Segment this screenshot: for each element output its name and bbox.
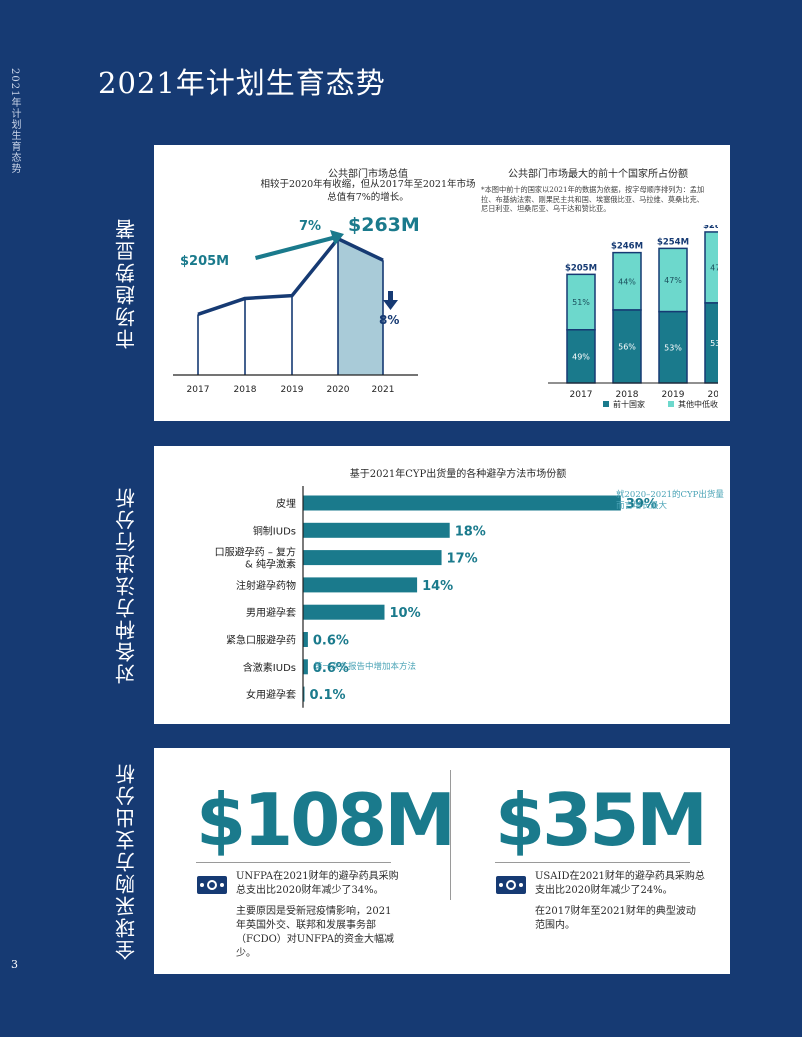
market-trends-panel: 市场趋势显著 公共部门市场总值 相较于2020年有收缩，但从2017年至2021… — [98, 145, 730, 421]
method-label: 紧急口服避孕药 — [226, 634, 296, 647]
x-tick-label: 2017 — [570, 390, 593, 400]
left-chart-title: 公共部门市场总值 — [328, 169, 408, 180]
method-value-label: 0.6% — [313, 661, 349, 676]
x-tick-label: 2017 — [187, 385, 210, 395]
method-bar — [303, 577, 418, 593]
method-label: 皮埋 — [276, 497, 296, 510]
money-bill-icon — [496, 876, 526, 894]
method-value-label: 14% — [422, 579, 453, 594]
divider-line — [196, 862, 391, 863]
usaid-text-2: 在2017财年至2021财年的典型波动范围内。 — [535, 906, 696, 931]
legend-label: 前十国家 — [613, 399, 645, 409]
x-tick-label: 2020 — [327, 385, 350, 395]
x-tick-label: 2019 — [281, 385, 304, 395]
growth-label: 7% — [299, 219, 321, 234]
method-value-label: 0.6% — [313, 634, 349, 649]
x-tick-label: 2018 — [616, 390, 639, 400]
panel-side-band: 对各种方法进行分析 — [98, 446, 154, 724]
method-label: 口服避孕药 – 复方 — [215, 546, 296, 559]
method-analysis-panel: 对各种方法进行分析 基于2021年CYP出货量的各种避孕方法市场份额 39% 皮埋… — [98, 446, 730, 724]
divider-line — [495, 862, 690, 863]
method-value-label: 0.1% — [310, 688, 346, 703]
highlight-area — [338, 238, 383, 375]
method-label: 注射避孕药物 — [236, 579, 296, 592]
panel-side-band: 市场趋势显著 — [98, 145, 154, 421]
segment-label: 53% — [664, 343, 682, 352]
panel-band-label: 全球采购方支出分析 — [114, 762, 139, 960]
method-bar — [303, 686, 305, 702]
implant-annotation: 就2020–2021的CYP出货量而言增长最大 — [616, 490, 724, 511]
method-bar — [303, 522, 450, 538]
method-label: 铜制IUDs — [253, 524, 296, 537]
segment-label: 56% — [618, 342, 636, 351]
side-running-title: 2021年计划生育态势 — [9, 68, 20, 175]
method-bar — [303, 604, 385, 620]
total-label: $246M — [611, 242, 643, 252]
top10-share-chart: 51% 49% $205M 2017 44% 56% $246M 2018 47% 53% $254… — [548, 225, 718, 409]
method-label: & 纯孕激素 — [245, 558, 296, 571]
method-bar — [303, 659, 308, 675]
unfpa-text-1: UNFPA在2021财年的避孕药具采购总支出比2020财年减少了34%。 — [236, 871, 399, 896]
hormonal-iud-annotation: 第一次在报告中增加本方法 — [314, 662, 417, 672]
unfpa-amount: $108M — [196, 778, 456, 862]
legend-label: 其他中低收入国家 — [678, 399, 718, 409]
procurement-panel: 全球采购方支出分析 $108M UNFPA在2021财年的避孕药具采购总支出比2… — [98, 748, 730, 974]
method-bar — [303, 495, 621, 511]
segment-label: 47% — [664, 276, 682, 285]
method-value-label: 10% — [390, 606, 421, 621]
method-value-label: 39% — [626, 497, 657, 512]
page-number: 3 — [11, 958, 18, 971]
x-tick-label: 2020 — [708, 390, 718, 400]
segment-label: 49% — [572, 352, 590, 361]
method-share-chart: 39% 皮埋 18% 铜制IUDs 17% 口服避孕药 – 复方& 纯孕激素 14% 注射避孕… — [215, 486, 657, 708]
usaid-text-1: USAID在2021财年的避孕药具采购总支出比2020财年减少了24%。 — [535, 871, 705, 896]
bar-other-2017 — [566, 273, 596, 331]
method-bar — [303, 632, 308, 647]
x-tick-label: 2021 — [372, 385, 395, 395]
x-tick-label: 2018 — [234, 385, 257, 395]
panel-side-band: 全球采购方支出分析 — [98, 748, 154, 974]
segment-label: 44% — [618, 277, 636, 286]
x-tick-label: 2019 — [662, 390, 685, 400]
legend-swatch-top10 — [603, 401, 609, 407]
page-title: 2021年计划生育态势 — [98, 66, 386, 100]
method-value-label: 17% — [447, 552, 478, 567]
method-bar — [303, 550, 442, 566]
panel-band-label: 对各种方法进行分析 — [114, 486, 139, 684]
down-arrow-icon — [383, 291, 398, 310]
right-chart-note: *本图中前十的国家以2021年的数据为依据，按字母顺序排列为：孟加拉、布基纳法索… — [481, 185, 705, 213]
start-value-label: $205M — [180, 254, 229, 269]
usaid-amount: $35M — [495, 778, 708, 862]
left-chart-subtitle: 相较于2020年有收缩，但从2017年至2021年市场总值有7%的增长。 — [260, 179, 476, 203]
segment-label: 53% — [710, 339, 718, 348]
vertical-divider — [450, 770, 451, 900]
total-label: $254M — [657, 237, 689, 247]
bar-other-2018 — [612, 251, 642, 311]
method-value-label: 18% — [455, 524, 486, 539]
money-bill-icon — [197, 876, 227, 894]
method-label: 含激素IUDs — [243, 661, 296, 674]
market-total-chart: 2017 2018 2019 2020 2021 7% $205M $263M 8% — [173, 214, 418, 395]
growth-arrow — [255, 230, 344, 260]
bar-top10-2020 — [704, 302, 718, 384]
method-label: 女用避孕套 — [246, 688, 296, 701]
panel-band-label: 市场趋势显著 — [114, 217, 139, 349]
decline-label: 8% — [379, 313, 399, 327]
legend-swatch-other — [668, 401, 674, 407]
segment-label: 47% — [710, 263, 718, 272]
right-chart-title: 公共部门市场最大的前十个国家所占份额 — [508, 169, 688, 180]
trend-line — [197, 236, 384, 316]
method-label: 男用避孕套 — [246, 606, 296, 619]
end-value-label: $263M — [348, 214, 418, 236]
total-label: $285M — [703, 225, 718, 231]
bar-top10-2019 — [658, 310, 688, 384]
bar-top10-2018 — [612, 309, 642, 384]
unfpa-text-2: 主要原因是受新冠疫情影响，2021年英国外交、联邦和发展事务部（FCDO）对UN… — [236, 906, 394, 959]
segment-label: 51% — [572, 298, 590, 307]
total-label: $205M — [565, 263, 597, 273]
bar-other-2020 — [704, 231, 718, 304]
method-chart-title: 基于2021年CYP出货量的各种避孕方法市场份额 — [349, 469, 567, 480]
